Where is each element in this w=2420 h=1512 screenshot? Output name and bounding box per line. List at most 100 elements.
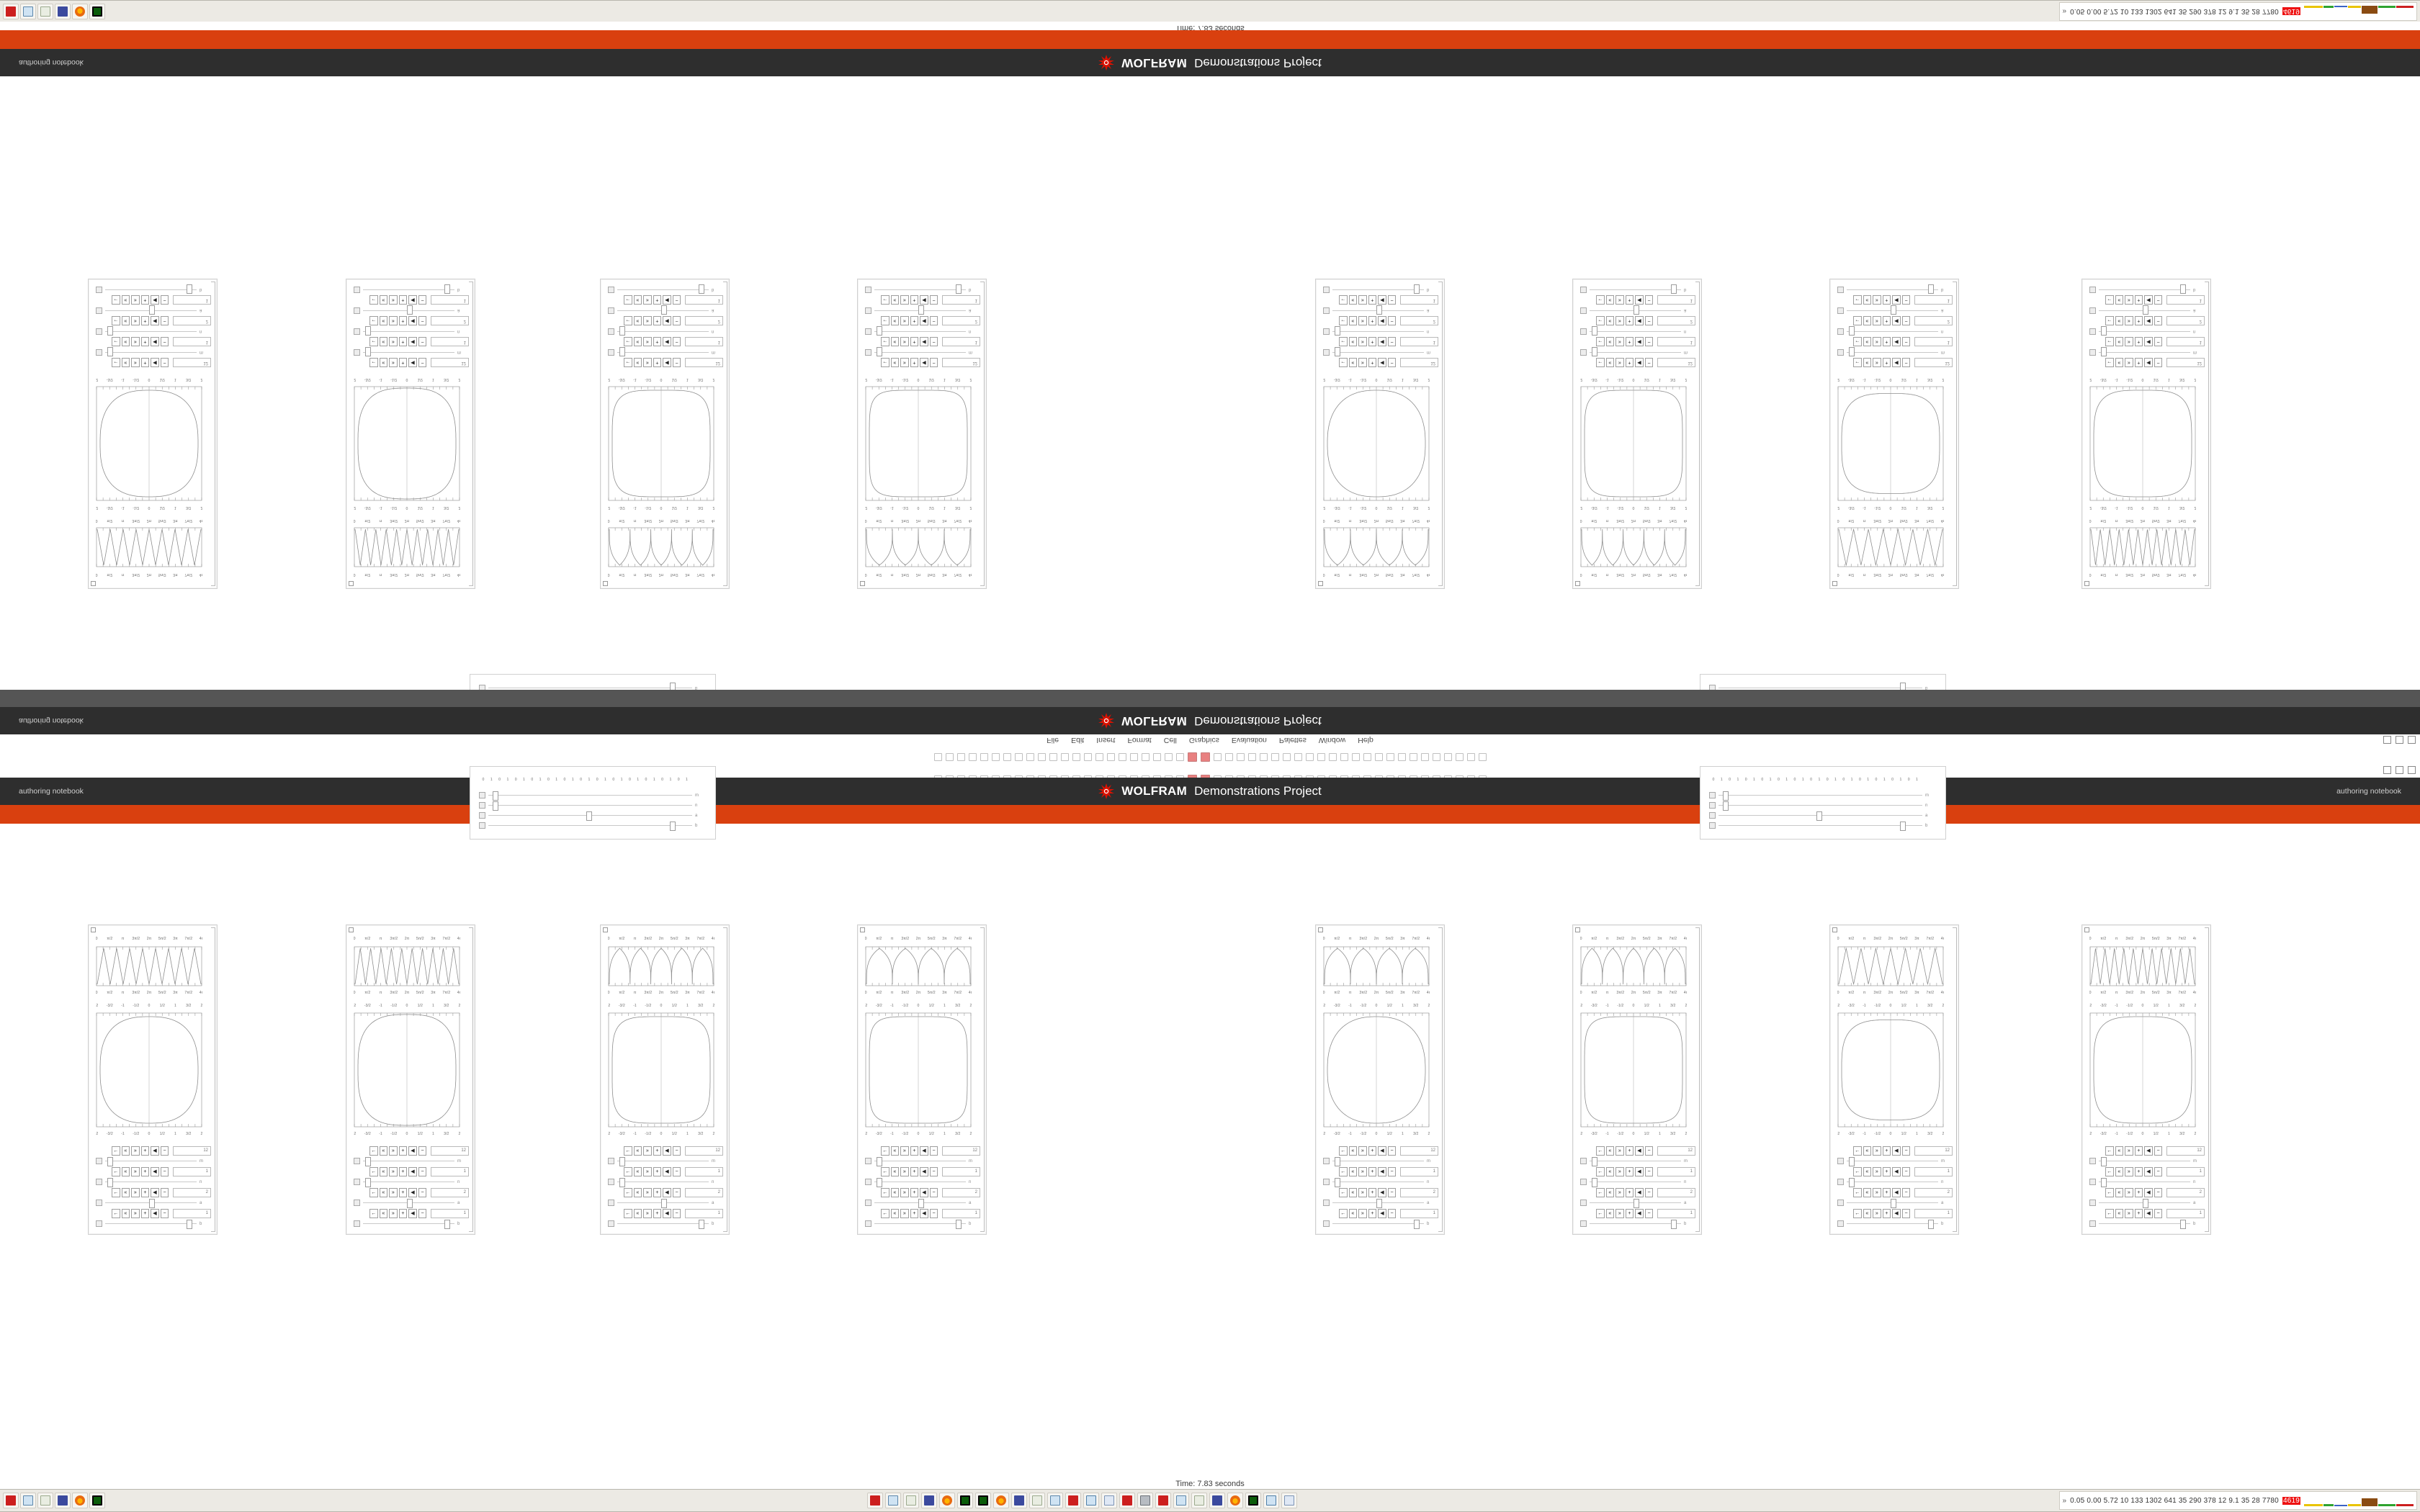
pause-button[interactable]: − — [929, 1187, 938, 1197]
slider-thumb[interactable] — [107, 1178, 113, 1187]
cell-bracket[interactable] — [1953, 282, 1957, 586]
search-icon[interactable] — [1152, 752, 1162, 763]
direction-button[interactable]: ◀ — [2144, 358, 2153, 368]
play-button[interactable]: + — [140, 358, 150, 368]
direction-button[interactable]: ◀ — [408, 337, 417, 347]
reset-button[interactable]: ← — [2105, 1146, 2114, 1156]
slider-thumb[interactable] — [107, 1157, 113, 1166]
value-field[interactable]: 1 — [2166, 1166, 2205, 1176]
play-button[interactable]: + — [910, 1166, 919, 1176]
pause-button[interactable]: − — [160, 358, 169, 368]
slider-track[interactable] — [2099, 1220, 2190, 1229]
slider-row[interactable]: m — [2089, 1157, 2205, 1166]
animation-buttons-row[interactable]: ← «» + ◀ −2 — [1339, 316, 1439, 326]
slider-thumb[interactable] — [107, 347, 113, 356]
value-field[interactable]: 2 — [1657, 316, 1696, 326]
value-field[interactable]: 12 — [942, 358, 981, 368]
slider-track[interactable] — [488, 822, 692, 831]
reset-button[interactable]: ← — [1596, 1146, 1605, 1156]
demo-card-2[interactable]: 0π/2π3π/22π5π/23π7π/24π0π/2π3π/22π5π/23π… — [346, 924, 475, 1235]
step-back-button[interactable]: « — [379, 1146, 388, 1156]
step-forward-button[interactable]: » — [1615, 1208, 1624, 1218]
play-button[interactable]: + — [1882, 358, 1891, 368]
reset-button[interactable]: ← — [881, 1166, 889, 1176]
direction-button[interactable]: ◀ — [151, 358, 159, 368]
play-button[interactable]: + — [2134, 1187, 2143, 1197]
direction-button[interactable]: ◀ — [1635, 1166, 1644, 1176]
step-back-button[interactable]: « — [2115, 1187, 2124, 1197]
manipulate-controls[interactable]: ← «» + ◀ −12 m ← «» + ◀ −1 n ← «» + ◀ −2 a ← «» + ◀ −1 b — [1323, 1146, 1439, 1229]
slider-thumb[interactable] — [1848, 347, 1855, 356]
direction-button[interactable]: ◀ — [1635, 1187, 1644, 1197]
slider-row[interactable]: m — [1580, 347, 1695, 356]
cell-bracket[interactable] — [980, 282, 985, 586]
step-back-button[interactable]: « — [1863, 1166, 1872, 1176]
slider-track[interactable] — [1332, 1220, 1424, 1229]
reset-button[interactable]: ← — [1853, 316, 1862, 326]
slider-thumb[interactable] — [1376, 305, 1382, 315]
taskbar-center-group[interactable] — [105, 1493, 2059, 1508]
direction-button[interactable]: ◀ — [1635, 295, 1644, 305]
animation-buttons-row[interactable]: ← «» + ◀ −1 — [1853, 1166, 1953, 1176]
slider-thumb[interactable] — [586, 811, 592, 821]
direction-button[interactable]: ◀ — [663, 295, 671, 305]
animation-buttons-row[interactable]: ← «» + ◀ −1 — [1339, 1208, 1439, 1218]
step-forward-button[interactable]: » — [131, 337, 140, 347]
direction-button[interactable]: ◀ — [151, 1146, 159, 1156]
slider-row[interactable]: m — [2089, 347, 2205, 356]
slider-thumb[interactable] — [876, 326, 882, 336]
slider-collapse-icon[interactable] — [354, 349, 360, 356]
menu-item-cell[interactable]: Cell — [1163, 736, 1177, 745]
direction-button[interactable]: ◀ — [1635, 337, 1644, 347]
slider-collapse-icon[interactable] — [1709, 792, 1716, 798]
play-button[interactable]: + — [1882, 316, 1891, 326]
manipulate-controls[interactable]: ← «» + ◀ −12 m ← «» + ◀ −1 n ← «» + ◀ −2 a ← «» + ◀ −1 b — [608, 284, 724, 368]
value-field[interactable]: 12 — [1400, 358, 1439, 368]
bracket-icon[interactable] — [1071, 752, 1082, 763]
step-forward-button[interactable]: » — [643, 1146, 652, 1156]
value-field[interactable]: 12 — [431, 1146, 470, 1156]
slider-collapse-icon[interactable] — [1323, 328, 1330, 335]
pause-button[interactable]: − — [418, 1208, 427, 1218]
step-forward-button[interactable]: » — [1873, 316, 1881, 326]
calculator-icon[interactable] — [20, 1493, 36, 1508]
slider-row[interactable]: n — [2089, 1178, 2205, 1187]
step-back-button[interactable]: « — [379, 358, 388, 368]
demo-card-2[interactable]: 0π/2π3π/22π5π/23π7π/24π0π/2π3π/22π5π/23π… — [346, 279, 475, 589]
slider-row[interactable]: n — [1709, 801, 1937, 811]
value-field[interactable]: 2 — [1400, 1187, 1439, 1197]
direction-button[interactable]: ◀ — [408, 1146, 417, 1156]
menu-bar-mirrored[interactable]: File Edit Insert Format Cell Graphics Evaluati… — [0, 734, 2420, 747]
step-forward-button[interactable]: » — [1615, 337, 1624, 347]
direction-button[interactable]: ◀ — [920, 358, 928, 368]
animation-buttons-row[interactable]: ← «» + ◀ −12 — [624, 1146, 724, 1156]
slider-collapse-icon[interactable] — [96, 287, 102, 293]
step-back-button[interactable]: « — [1348, 358, 1358, 368]
reset-button[interactable]: ← — [2105, 316, 2114, 326]
step-back-button[interactable]: « — [1605, 358, 1615, 368]
slider-track[interactable] — [1847, 284, 1938, 294]
slider-thumb[interactable] — [2180, 284, 2187, 294]
slider-row[interactable]: a — [2089, 305, 2205, 315]
demo-card-8[interactable]: 0π/2π3π/22π5π/23π7π/24π0π/2π3π/22π5π/23π… — [2081, 924, 2211, 1235]
firefox-icon[interactable] — [938, 1493, 955, 1508]
value-field[interactable]: 1 — [1657, 1166, 1696, 1176]
value-field[interactable]: 1 — [1914, 337, 1953, 347]
step-back-button[interactable]: « — [1348, 337, 1358, 347]
image-icon[interactable] — [1247, 752, 1258, 763]
demo-card-5[interactable]: 0π/2π3π/22π5π/23π7π/24π0π/2π3π/22π5π/23π… — [1315, 924, 1445, 1235]
step-back-button[interactable]: « — [633, 1187, 642, 1197]
step-forward-button[interactable]: » — [900, 358, 909, 368]
value-field[interactable]: 2 — [173, 316, 212, 326]
pause-button[interactable]: − — [1901, 1146, 1911, 1156]
step-back-button[interactable]: « — [1605, 1208, 1615, 1218]
animation-buttons-row[interactable]: ← «» + ◀ −1 — [1853, 295, 1953, 305]
print-icon[interactable] — [967, 752, 978, 763]
window-titlebar-strip[interactable] — [0, 690, 2420, 707]
step-back-button[interactable]: « — [633, 295, 642, 305]
step-back-button[interactable]: « — [1863, 1208, 1872, 1218]
slider-collapse-icon[interactable] — [1323, 1220, 1330, 1227]
slider-collapse-icon[interactable] — [1323, 307, 1330, 314]
value-field[interactable]: 12 — [2166, 1146, 2205, 1156]
value-field[interactable]: 12 — [685, 358, 724, 368]
